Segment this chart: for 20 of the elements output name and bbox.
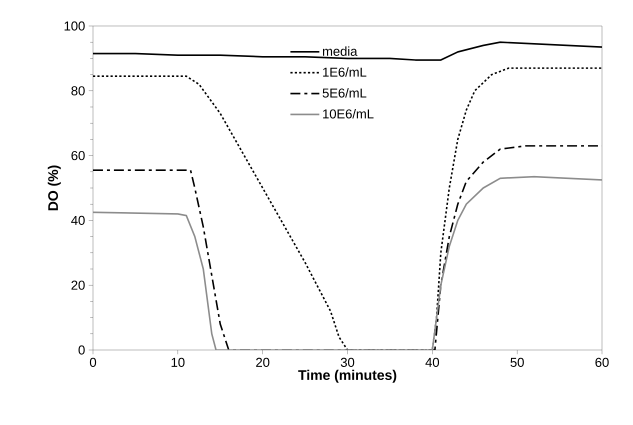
- y-tick-label: 100: [64, 21, 85, 31]
- x-tick-label: 50: [510, 358, 524, 367]
- y-axis-title: DO (%): [48, 165, 61, 210]
- line-series: [93, 67, 602, 350]
- x-tick-label: 0: [90, 358, 96, 367]
- x-tick-label: 60: [595, 358, 609, 367]
- y-tick-label: 20: [71, 280, 85, 290]
- y-tick-label: 0: [78, 345, 85, 355]
- legend-label: media: [322, 46, 358, 56]
- y-tick-label: 80: [71, 86, 85, 96]
- x-tick-label: 30: [340, 358, 354, 367]
- y-tick-label: 60: [71, 151, 85, 160]
- legend-label: 1E6/mL: [323, 67, 366, 77]
- legend-label: 10E6/mL: [323, 108, 374, 118]
- x-tick-label: 40: [425, 358, 440, 367]
- legend-label: 5E6/mL: [322, 88, 366, 98]
- y-tick-label: 40: [71, 216, 85, 225]
- x-tick-label: 20: [256, 358, 270, 367]
- x-axis-title: Time (minutes): [298, 370, 396, 383]
- x-tick-label: 10: [172, 358, 185, 367]
